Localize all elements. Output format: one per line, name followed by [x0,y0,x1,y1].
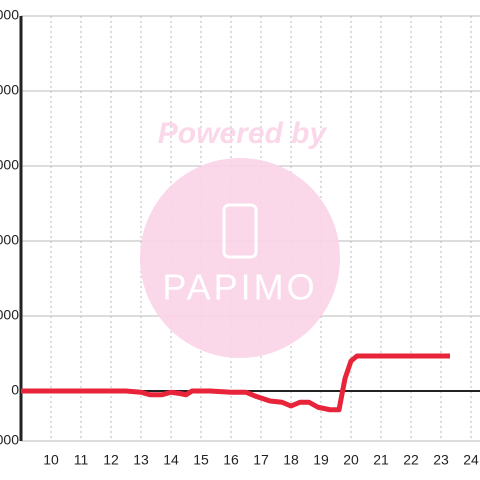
y-tick-label: -20,000 [0,432,19,448]
x-tick-label: 19 [313,452,329,468]
x-tick-label: 21 [373,452,389,468]
y-tick-label: 30,000 [0,307,19,323]
watermark-text: Powered by [158,117,328,150]
watermark-phone [222,203,258,259]
data-line [21,353,450,413]
x-tick-label: 23 [433,452,449,468]
x-tick-label: 10 [43,452,59,468]
y-tick-label: 150,000 [0,7,19,23]
x-tick-label: 12 [103,452,119,468]
watermark-brand: PAPIMO [162,267,317,308]
y-tick-label: 90,000 [0,157,19,173]
x-tick-label: 14 [163,452,179,468]
x-tick-label: 24 [463,452,479,468]
x-tick-label: 16 [223,452,239,468]
y-tick-label: 60,000 [0,232,19,248]
x-tick-label: 15 [193,452,209,468]
x-tick-label: 11 [74,452,89,468]
x-tick-label: 20 [343,452,359,468]
x-tick-label: 22 [403,452,419,468]
x-tick-label: 18 [283,452,299,468]
x-tick-label: 17 [253,452,269,468]
y-tick-label: 120,000 [0,82,19,98]
watermark: Powered by PAPIMO [140,117,340,358]
x-tick-label: 13 [133,452,149,468]
y-tick-label: 0 [11,382,19,398]
